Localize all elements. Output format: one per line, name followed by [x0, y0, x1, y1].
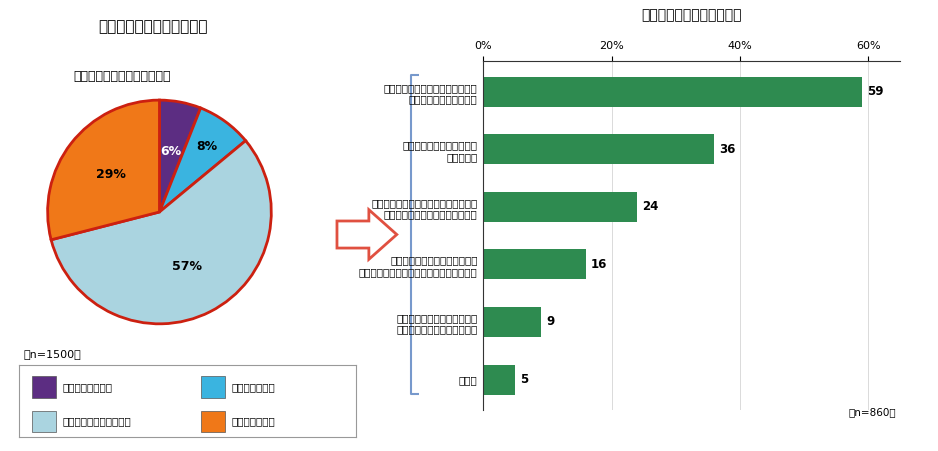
Text: 図表14: 図表14	[26, 19, 63, 33]
Wedge shape	[159, 100, 201, 212]
Title: 防災活動に参加できる条件: 防災活動に参加できる条件	[642, 8, 742, 22]
Bar	[483, 134, 714, 164]
Text: 57%: 57%	[173, 260, 203, 273]
Bar	[483, 192, 637, 222]
FancyBboxPatch shape	[32, 411, 56, 433]
Text: 9: 9	[546, 316, 554, 328]
FancyBboxPatch shape	[201, 411, 225, 433]
Text: 条件が整えば参加したい: 条件が整えば参加したい	[63, 417, 131, 427]
Text: 6%: 6%	[160, 145, 182, 158]
Text: 59: 59	[867, 85, 884, 98]
FancyBboxPatch shape	[201, 376, 225, 398]
Text: 今後参加したい: 今後参加したい	[232, 382, 275, 392]
Text: （n=860）: （n=860）	[849, 408, 897, 418]
FancyArrow shape	[337, 210, 397, 259]
Wedge shape	[159, 108, 246, 212]
Text: 36: 36	[719, 143, 735, 156]
Bar	[483, 364, 515, 395]
Text: 8%: 8%	[196, 140, 218, 153]
Text: 地域の防災活動への参加意向: 地域の防災活動への参加意向	[73, 70, 171, 83]
Bar	[483, 249, 586, 280]
Text: 地域防災活動への参加意向: 地域防災活動への参加意向	[98, 18, 208, 34]
Text: 16: 16	[591, 258, 607, 271]
Bar	[483, 77, 862, 107]
Bar	[483, 307, 541, 337]
Text: 参加したくない: 参加したくない	[232, 417, 275, 427]
Text: 5: 5	[521, 373, 529, 386]
Wedge shape	[48, 100, 159, 240]
FancyBboxPatch shape	[32, 376, 56, 398]
Text: （n=1500）: （n=1500）	[23, 349, 82, 359]
Text: 29%: 29%	[96, 168, 126, 181]
Text: 既に参加している: 既に参加している	[63, 382, 113, 392]
Wedge shape	[52, 141, 271, 324]
Text: 24: 24	[643, 200, 658, 213]
